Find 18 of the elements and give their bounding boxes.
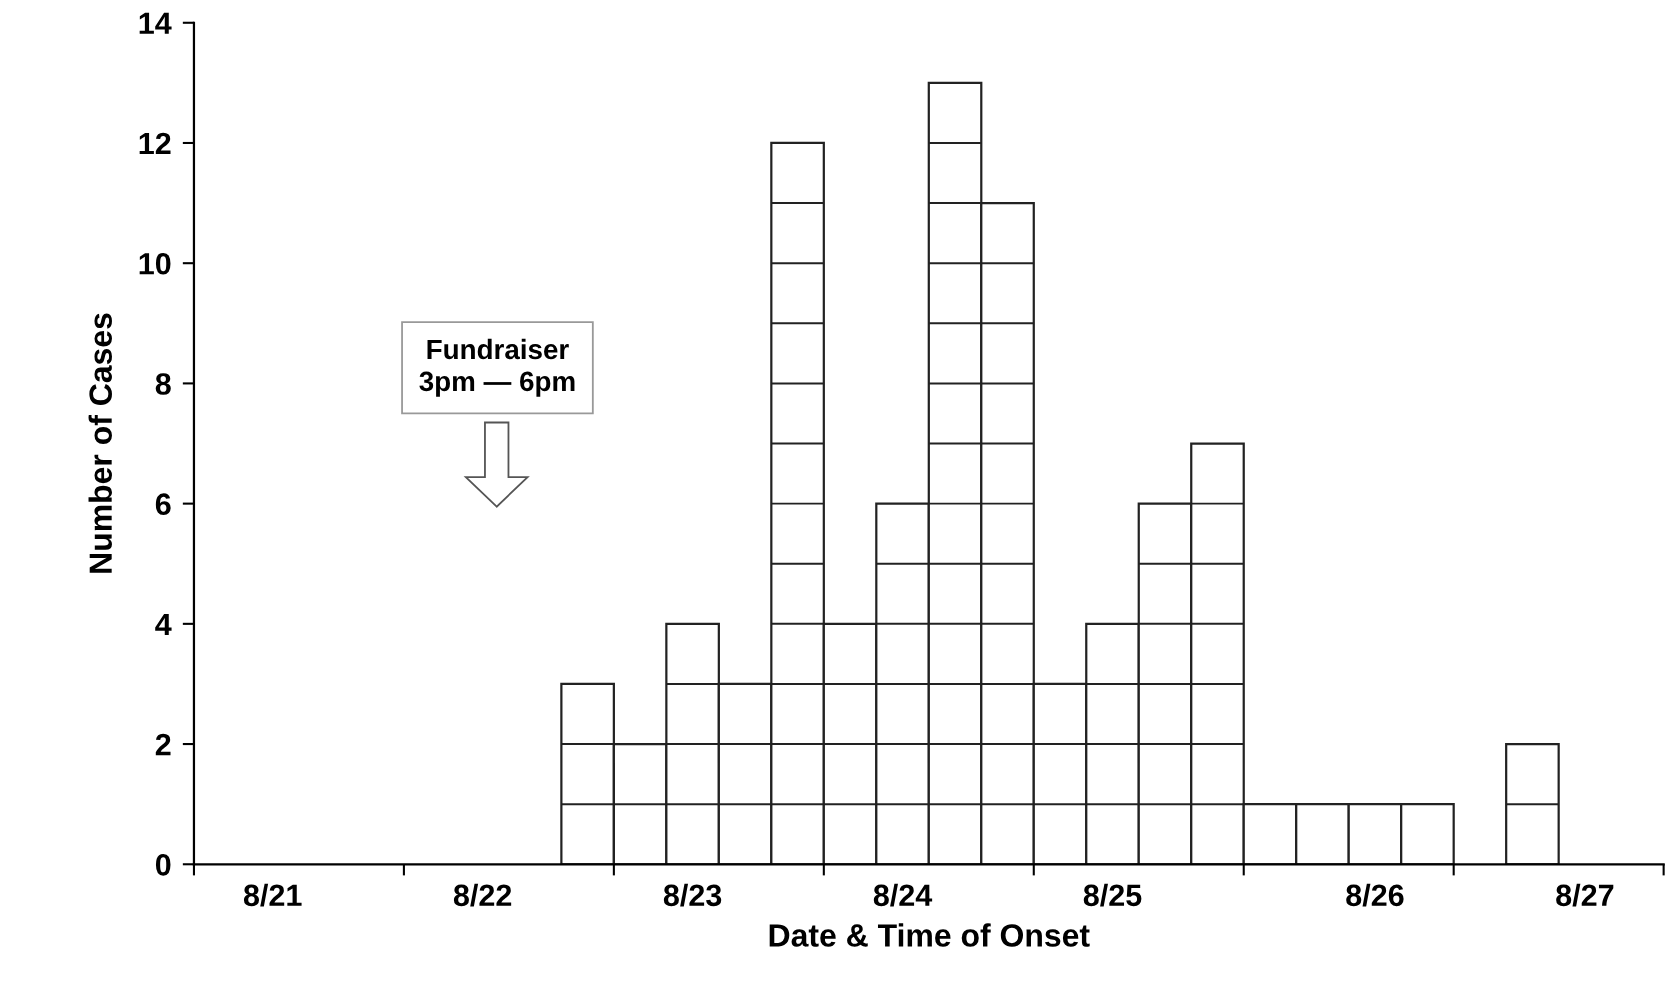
y-tick-label: 6: [155, 493, 171, 515]
y-tick-label: 12: [139, 132, 171, 155]
y-axis-title: Number of Cases: [88, 313, 112, 573]
y-tick-label: 0: [155, 854, 171, 876]
x-tick-label: 8/21: [243, 883, 302, 907]
x-tick-label: 8/23: [663, 883, 722, 907]
y-tick-label: 2: [155, 733, 171, 756]
y-tick-label: 4: [155, 613, 172, 635]
annotation: Fundraiser 3pm — 6pm: [419, 338, 575, 397]
y-tick-label: 10: [139, 252, 171, 275]
x-tick-label: 8/27: [1556, 883, 1614, 907]
y-tick-label: 14: [139, 12, 172, 34]
x-tick-label: 8/22: [453, 883, 512, 907]
x-tick-label: 8/26: [1346, 883, 1404, 907]
x-axis-title: Date & Time of Onset: [769, 923, 1090, 947]
x-tick-label: 8/25: [1083, 883, 1142, 907]
y-tick-label: 8: [155, 373, 171, 395]
x-tick-label: 8/24: [873, 883, 933, 907]
